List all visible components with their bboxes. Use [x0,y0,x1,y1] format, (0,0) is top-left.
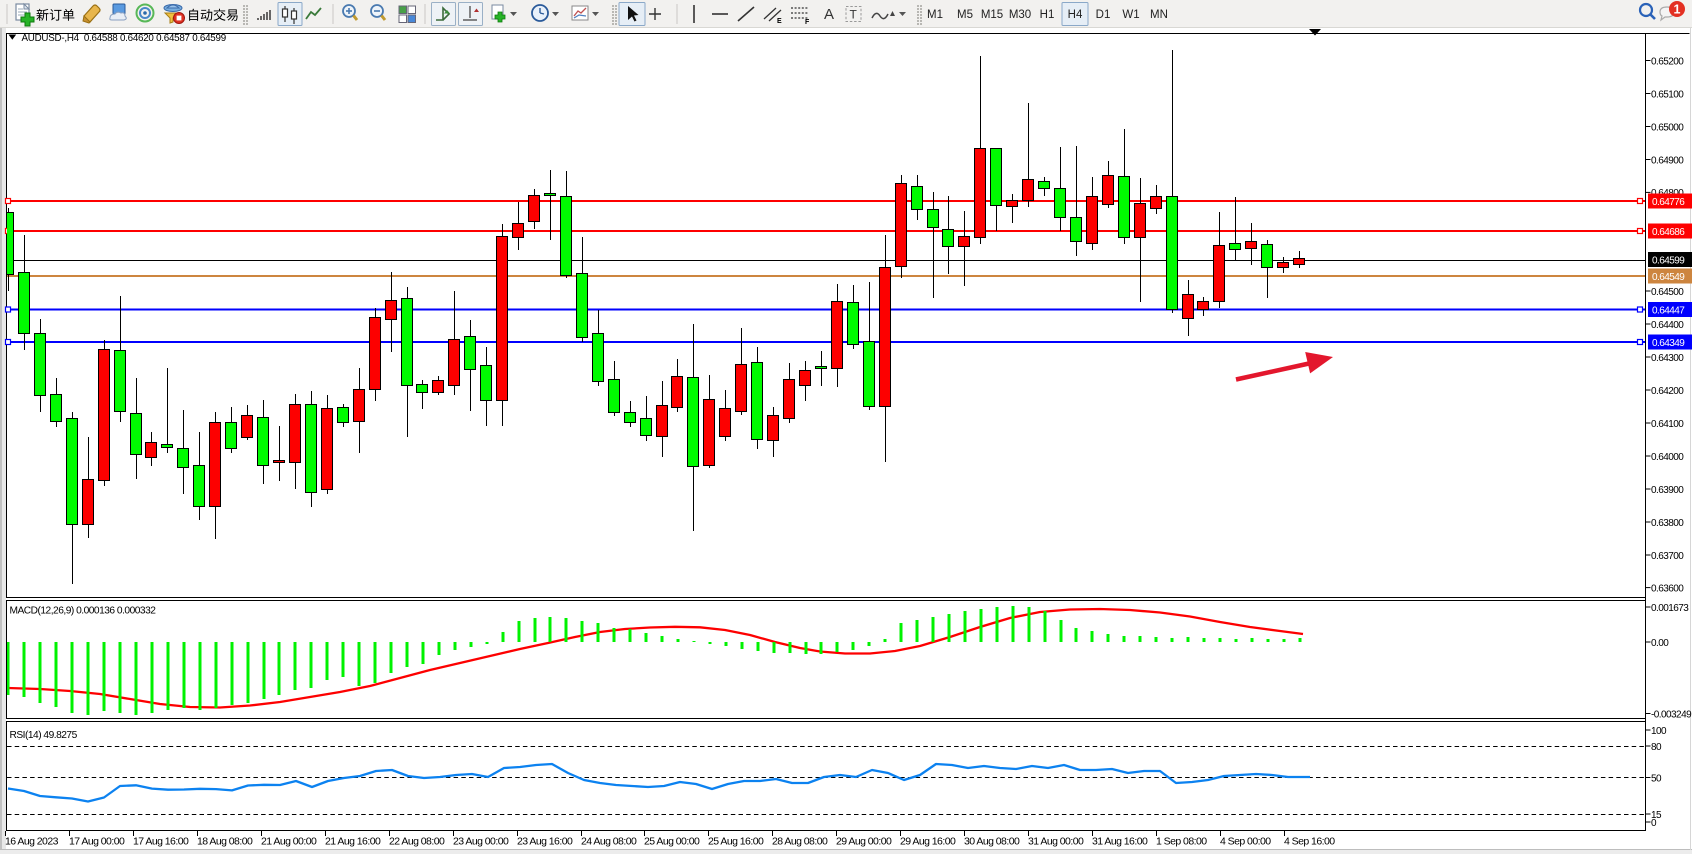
svg-text:23 Aug 16:00: 23 Aug 16:00 [517,836,573,848]
svg-text:4 Sep 16:00: 4 Sep 16:00 [1284,836,1335,848]
svg-text:0.64200: 0.64200 [1651,386,1684,397]
svg-text:29 Aug 00:00: 29 Aug 00:00 [836,836,892,848]
svg-text:0.63700: 0.63700 [1651,551,1684,562]
svg-text:30 Aug 08:00: 30 Aug 08:00 [964,836,1020,848]
svg-text:31 Aug 00:00: 31 Aug 00:00 [1028,836,1084,848]
svg-text:21 Aug 16:00: 21 Aug 16:00 [325,836,381,848]
svg-text:0.63900: 0.63900 [1651,485,1684,496]
svg-text:A: A [824,6,834,23]
svg-text:23 Aug 00:00: 23 Aug 00:00 [453,836,509,848]
svg-text:0.65000: 0.65000 [1651,122,1684,133]
svg-text:T: T [850,8,858,22]
svg-text:-0.003249: -0.003249 [1651,709,1692,720]
svg-text:28 Aug 08:00: 28 Aug 08:00 [772,836,828,848]
svg-text:MN: MN [1150,9,1168,21]
svg-text:H1: H1 [1040,9,1055,21]
svg-text:0.63800: 0.63800 [1651,518,1684,529]
svg-text:1 Sep 08:00: 1 Sep 08:00 [1156,836,1207,848]
svg-text:M5: M5 [957,9,973,21]
svg-text:0: 0 [1651,818,1657,829]
svg-text:4 Sep 00:00: 4 Sep 00:00 [1220,836,1271,848]
svg-text:0.64000: 0.64000 [1651,452,1684,463]
svg-text:0.64500: 0.64500 [1651,287,1684,298]
svg-text:0.64349: 0.64349 [1652,338,1685,349]
svg-text:1: 1 [1674,3,1681,17]
svg-text:F: F [805,19,810,26]
svg-text:21 Aug 00:00: 21 Aug 00:00 [261,836,317,848]
svg-text:24 Aug 08:00: 24 Aug 08:00 [581,836,637,848]
svg-text:0.65100: 0.65100 [1651,89,1684,100]
svg-text:0.00: 0.00 [1651,638,1669,649]
svg-text:31 Aug 16:00: 31 Aug 16:00 [1092,836,1148,848]
svg-text:18 Aug 08:00: 18 Aug 08:00 [197,836,253,848]
svg-text:0.64100: 0.64100 [1651,419,1684,430]
svg-text:50: 50 [1651,773,1662,784]
svg-text:H4: H4 [1068,9,1083,21]
svg-text:0.64447: 0.64447 [1652,305,1685,316]
svg-text:RSI(14) 49.8275: RSI(14) 49.8275 [10,730,78,741]
svg-text:0.001673: 0.001673 [1651,603,1689,614]
svg-text:29 Aug 16:00: 29 Aug 16:00 [900,836,956,848]
svg-text:M15: M15 [981,9,1003,21]
svg-text:0.64300: 0.64300 [1651,353,1684,364]
svg-text:0.63600: 0.63600 [1651,583,1684,594]
svg-text:0.64686: 0.64686 [1652,227,1685,238]
svg-text:AUDUSD-,H4 0.64588 0.64620 0.: AUDUSD-,H4 0.64588 0.64620 0.64587 0.645… [22,33,226,44]
svg-text:0.64900: 0.64900 [1651,155,1684,166]
svg-text:E: E [777,18,782,25]
svg-text:25 Aug 16:00: 25 Aug 16:00 [708,836,764,848]
svg-text:80: 80 [1651,742,1662,753]
svg-text:0.64776: 0.64776 [1652,197,1685,208]
svg-text:D1: D1 [1096,9,1111,21]
svg-text:16 Aug 2023: 16 Aug 2023 [5,836,59,848]
svg-text:100: 100 [1651,726,1667,737]
svg-text:0.64400: 0.64400 [1651,320,1684,331]
svg-text:W1: W1 [1122,9,1139,21]
svg-text:MACD(12,26,9) 0.000136 0.00033: MACD(12,26,9) 0.000136 0.000332 [10,606,157,617]
svg-text:0.64599: 0.64599 [1652,255,1685,266]
svg-text:0.65200: 0.65200 [1651,56,1684,67]
svg-text:17 Aug 16:00: 17 Aug 16:00 [133,836,189,848]
svg-text:17 Aug 00:00: 17 Aug 00:00 [69,836,125,848]
svg-text:25 Aug 00:00: 25 Aug 00:00 [644,836,700,848]
svg-text:0.64549: 0.64549 [1652,272,1685,283]
svg-text:M30: M30 [1009,9,1031,21]
svg-text:22 Aug 08:00: 22 Aug 08:00 [389,836,445,848]
svg-text:15: 15 [1651,810,1662,821]
svg-text:M1: M1 [927,9,943,21]
